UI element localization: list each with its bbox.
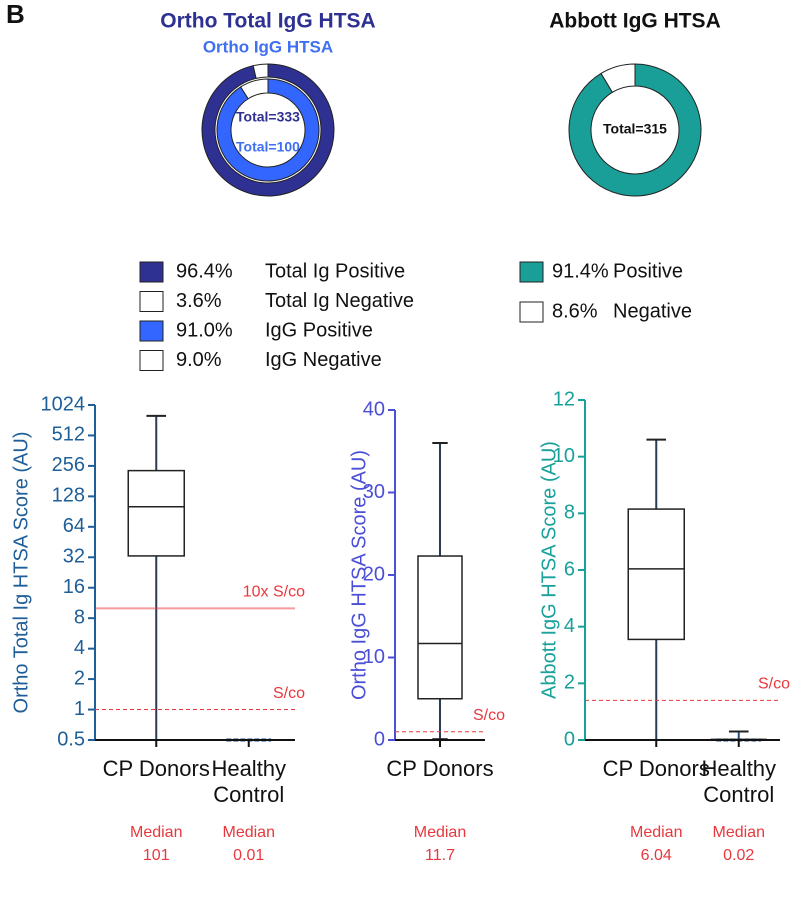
legend-swatch (139, 320, 164, 342)
y-tick-label: 40 (363, 398, 385, 420)
legend-value: 8.6% (552, 300, 598, 322)
x-tick-label: Healthy Control (701, 756, 777, 807)
donut-segment (252, 63, 269, 79)
y-tick-label: 8 (564, 502, 575, 524)
y-tick-label: 10 (553, 445, 575, 467)
legend-value: 91.4% (552, 260, 609, 282)
y-tick-label: 12 (553, 388, 575, 410)
y-tick-label: 30 (363, 481, 385, 503)
median-caption: Median (630, 824, 683, 841)
legend-label: Positive (613, 260, 683, 282)
median-value: 0.01 (233, 847, 265, 864)
legend-label: Total Ig Positive (265, 260, 405, 282)
donut-segment (568, 63, 702, 197)
box (127, 469, 185, 557)
y-tick-label: 128 (52, 485, 85, 507)
legend-value: 91.0% (176, 319, 233, 341)
legend-value: 9.0% (176, 349, 222, 371)
median-caption: Median (130, 824, 183, 841)
x-tick-label: CP Donors (102, 756, 210, 781)
x-tick-label: CP Donors (602, 756, 710, 781)
x-tick-label: CP Donors (386, 756, 494, 781)
plot-area (417, 442, 463, 741)
box (417, 555, 463, 700)
legend-swatch (139, 261, 164, 283)
y-tick-label: 2 (74, 667, 85, 689)
y-tick-label: 20 (363, 563, 385, 585)
total-label: Total=333 (236, 109, 300, 125)
y-tick-label: 64 (63, 515, 85, 537)
legend-swatch (519, 301, 544, 323)
chart-title: Abbott IgG HTSA (549, 10, 720, 33)
y-tick-label: 1 (74, 698, 85, 720)
box (627, 508, 685, 641)
donut-segment (201, 63, 335, 197)
legend-value: 3.6% (176, 290, 222, 312)
reference-label: S/co (758, 676, 790, 693)
median-caption: Median (712, 824, 765, 841)
y-tick-label: 1024 (41, 393, 86, 415)
legend-value: 96.4% (176, 260, 233, 282)
reference-label: S/co (473, 707, 505, 724)
y-tick-label: 0 (564, 728, 575, 750)
y-tick-label: 6 (564, 558, 575, 580)
legend-label: Total Ig Negative (265, 290, 414, 312)
legend-label: Negative (613, 300, 692, 322)
x-tick-label: Healthy Control (211, 756, 287, 807)
y-axis-label: Ortho IgG HTSA Score (AU) (348, 450, 370, 700)
legend-swatch (139, 350, 164, 371)
y-tick-label: 32 (63, 546, 85, 568)
median-value: 6.04 (640, 847, 672, 864)
y-tick-label: 0 (374, 728, 385, 750)
donut-segment (239, 78, 269, 100)
y-tick-label: 10 (363, 646, 385, 668)
legend-swatch (519, 261, 544, 283)
y-tick-label: 512 (52, 424, 85, 446)
plot-area (627, 438, 767, 742)
total-label: Total=100 (236, 139, 300, 155)
reference-label: 10x S/co (243, 584, 305, 601)
y-tick-label: 4 (564, 615, 575, 637)
median-caption: Median (222, 824, 275, 841)
y-tick-label: 256 (52, 454, 85, 476)
reference-label: S/co (273, 685, 305, 702)
y-tick-label: 0.5 (57, 728, 85, 750)
median-value: 0.02 (723, 847, 755, 864)
y-axis-label: Abbott IgG HTSA Score (AU) (538, 441, 560, 699)
legend-label: IgG Negative (265, 349, 382, 371)
y-tick-label: 4 (74, 637, 85, 659)
chart-subtitle: Ortho IgG HTSA (203, 37, 333, 56)
median-caption: Median (413, 824, 467, 841)
legend-swatch (139, 291, 164, 312)
y-tick-label: 2 (564, 672, 575, 694)
y-tick-label: 8 (74, 606, 85, 628)
y-axis-label: Ortho Total Ig HTSA Score (AU) (10, 432, 32, 714)
legend-label: IgG Positive (265, 319, 373, 341)
median-value: 101 (142, 847, 170, 864)
y-tick-label: 16 (63, 576, 85, 598)
donut-segment (600, 63, 636, 93)
panel-label: B (6, 0, 25, 29)
median-value: 11.7 (425, 847, 455, 864)
total-label: Total=315 (603, 121, 667, 137)
donut-segment (216, 78, 320, 182)
chart-title: Ortho Total IgG HTSA (160, 10, 375, 33)
